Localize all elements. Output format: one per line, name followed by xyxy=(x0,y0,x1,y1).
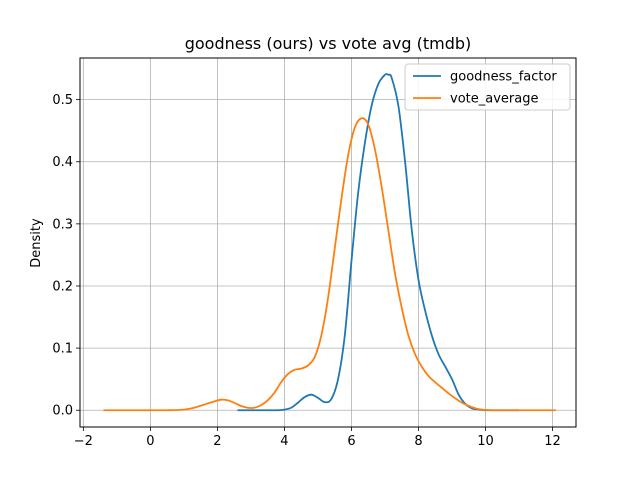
y-axis-label: Density xyxy=(29,218,44,268)
x-tick-label: 4 xyxy=(280,434,288,449)
legend-label: vote_average xyxy=(450,92,538,107)
x-tick-label: 0 xyxy=(146,434,154,449)
plot-frame xyxy=(79,57,577,428)
legend-box xyxy=(404,63,571,111)
y-tick-label: 0.2 xyxy=(52,279,73,294)
series-line-goodness-factor xyxy=(237,73,520,412)
x-axis: −2 0 2 4 6 8 10 12 xyxy=(74,427,561,449)
x-tick-label: 12 xyxy=(544,434,561,449)
legend: goodness_factor vote_average xyxy=(404,63,571,111)
y-tick-label: 0.3 xyxy=(52,217,73,232)
x-tick-label: 2 xyxy=(213,434,221,449)
y-tick-label: 0.1 xyxy=(52,342,73,357)
y-tick-label: 0.0 xyxy=(52,404,73,419)
x-tick-label: 8 xyxy=(414,434,422,449)
series-lines xyxy=(103,73,556,412)
x-tick-label: −2 xyxy=(74,434,93,449)
y-tick-label: 0.5 xyxy=(52,93,73,108)
x-tick-label: 6 xyxy=(347,434,355,449)
legend-label: goodness_factor xyxy=(450,70,557,85)
y-axis: 0.0 0.1 0.2 0.3 0.4 0.5 xyxy=(52,93,80,419)
chart-title: goodness (ours) vs vote avg (tmdb) xyxy=(185,34,472,53)
series-line-vote-average xyxy=(103,117,556,412)
y-tick-label: 0.4 xyxy=(52,155,73,170)
x-tick-label: 10 xyxy=(477,434,494,449)
